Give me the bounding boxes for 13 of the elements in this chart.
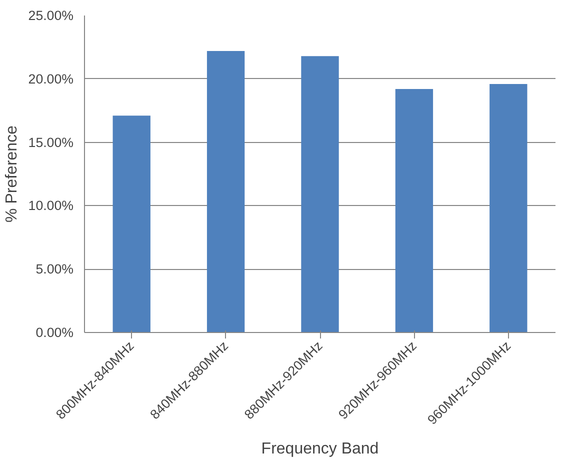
bar — [301, 56, 339, 332]
bar — [112, 116, 150, 332]
y-tick-label: 5.00% — [36, 262, 74, 277]
bar — [490, 84, 528, 332]
y-tick-label: 10.00% — [28, 198, 74, 214]
bar — [395, 89, 434, 332]
y-tick-label: 20.00% — [28, 71, 74, 86]
y-tick-label: 15.00% — [28, 134, 74, 150]
bar — [206, 51, 245, 332]
y-tick-label: 0.00% — [36, 325, 74, 340]
x-axis-title: Frequency Band — [261, 440, 379, 458]
y-axis-title: % Preference — [3, 125, 20, 222]
y-tick-label: 25.00% — [28, 8, 74, 23]
